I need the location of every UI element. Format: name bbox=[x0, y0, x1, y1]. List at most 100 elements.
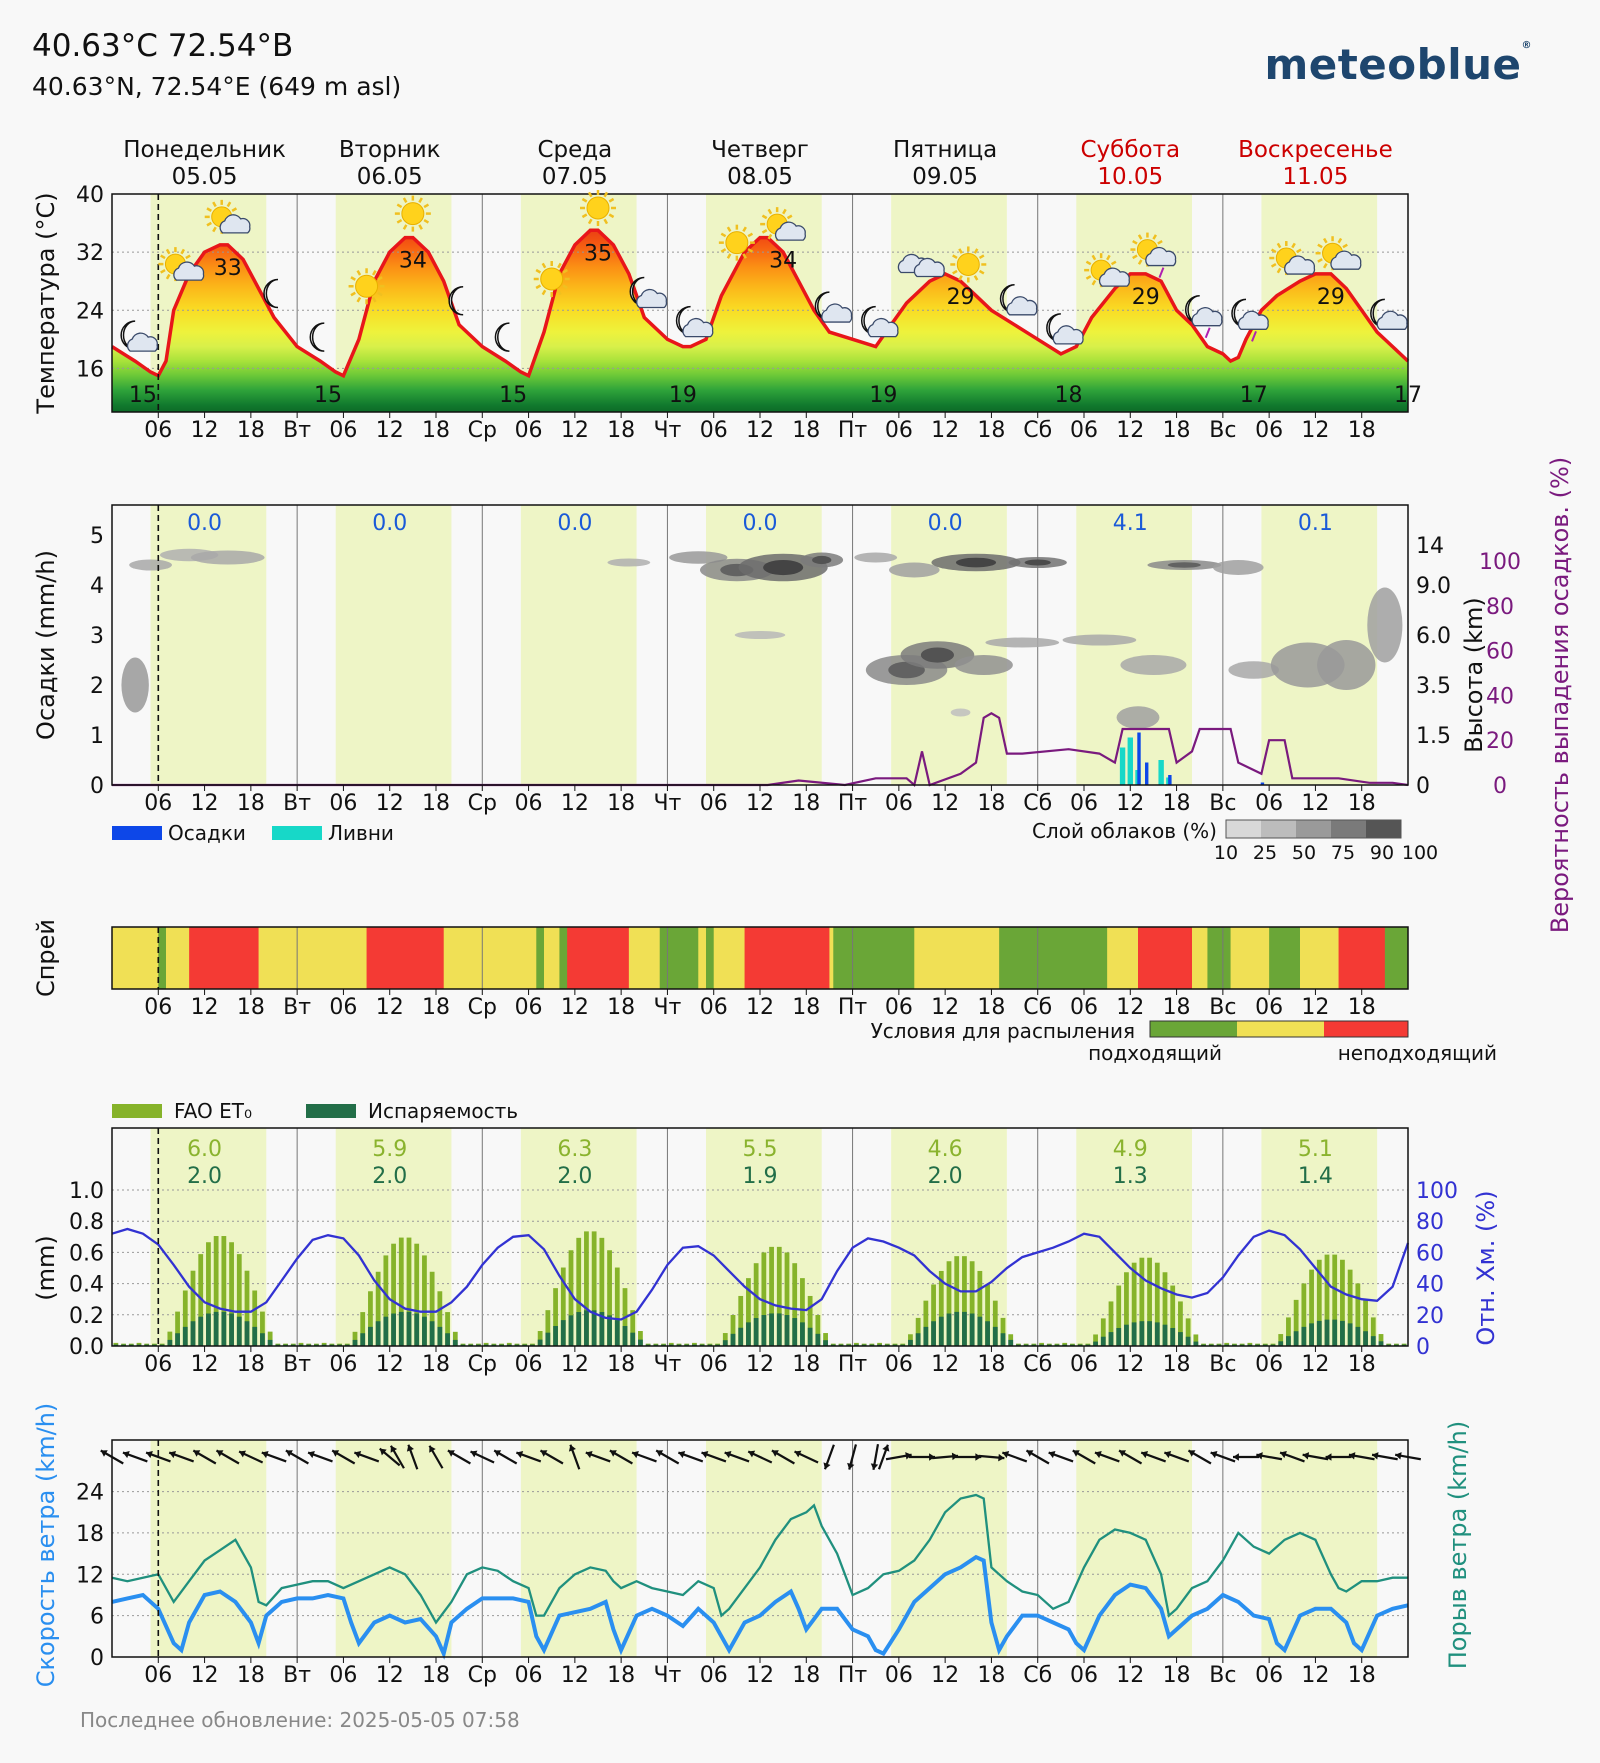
spray-condition-segment bbox=[1107, 927, 1139, 989]
precipitation-bands bbox=[150, 505, 1378, 785]
tick-label-hour: 12 bbox=[931, 1663, 959, 1688]
daily-et0-total: 5.9 bbox=[372, 1137, 407, 1162]
wind-arrow-head bbox=[998, 1453, 1005, 1462]
et0-bar bbox=[1293, 1299, 1299, 1346]
tick-label-hour: 18 bbox=[422, 791, 450, 816]
day-name: Четверг bbox=[711, 137, 809, 163]
x-axis-ticks: 06 12 18 06 12 18 Вт 06 12 18 Ср 06 12 18 Чт 06 12 18 Пт 06… bbox=[144, 412, 1376, 443]
sun-ray bbox=[165, 248, 171, 255]
evaporation-bar bbox=[1355, 1326, 1361, 1346]
evaporation-bar bbox=[969, 1313, 975, 1346]
wind-arrow-head bbox=[794, 1450, 802, 1458]
wind-arrow-head bbox=[239, 1450, 247, 1458]
wind-arrow-head bbox=[771, 1450, 779, 1457]
wind-arrow-head bbox=[1256, 1452, 1263, 1460]
tick-label-hour: 12 bbox=[931, 1352, 959, 1377]
tick-label-hour: 18 bbox=[792, 791, 820, 816]
et0-bar bbox=[136, 1342, 142, 1346]
sun-ray bbox=[160, 269, 166, 274]
temperature-value-label: 33 bbox=[214, 256, 242, 281]
evaporation-bar bbox=[375, 1321, 381, 1346]
cloud-shape bbox=[1284, 255, 1316, 275]
et0-bar bbox=[553, 1288, 558, 1346]
evaporation-bar bbox=[368, 1326, 373, 1346]
meteoblue-logo[interactable]: meteoblue® bbox=[1264, 40, 1532, 89]
tick-label-hour: 18 bbox=[237, 418, 265, 443]
cloud-cover-patch bbox=[1062, 634, 1137, 646]
evaporation-bar bbox=[190, 1321, 196, 1346]
wind-arrow-head bbox=[354, 1451, 362, 1459]
et0-bar bbox=[1039, 1342, 1044, 1346]
sun-ray bbox=[165, 273, 171, 280]
daily-evaporation-total: 2.0 bbox=[928, 1164, 963, 1189]
daily-evaporation-total: 2.0 bbox=[557, 1164, 592, 1189]
tick-label-hour: 18 bbox=[237, 995, 265, 1020]
wind-arrow-head bbox=[1372, 1452, 1379, 1460]
evaporation-bar bbox=[1332, 1319, 1338, 1346]
tick-label-hour: 06 bbox=[700, 418, 728, 443]
precipitation-bar bbox=[1137, 732, 1141, 785]
tick-label-hour: 06 bbox=[1070, 1663, 1098, 1688]
evaporation-bar bbox=[213, 1311, 219, 1346]
spray-condition-segment bbox=[1138, 927, 1193, 989]
sun-ray bbox=[587, 218, 593, 225]
et0-bar bbox=[800, 1278, 805, 1346]
tick-label-day: Сб bbox=[1023, 791, 1052, 816]
tick-label-hour: 06 bbox=[885, 1663, 913, 1688]
evap-y-tick: 0.6 bbox=[69, 1241, 104, 1266]
location-title: 40.63°C 72.54°B bbox=[32, 28, 294, 64]
wind-arrow-head bbox=[1026, 1450, 1034, 1457]
spray-condition-segment bbox=[158, 927, 167, 989]
probability-tick: 60 bbox=[1486, 640, 1514, 665]
tick-label-day: Чт bbox=[653, 1352, 681, 1377]
evaporation-bar bbox=[784, 1314, 790, 1346]
sun-ray bbox=[535, 284, 542, 290]
temperature-value-label: 19 bbox=[869, 383, 897, 408]
evaporation-bar bbox=[1108, 1332, 1114, 1346]
tick-label-hour: 12 bbox=[191, 1663, 219, 1688]
wind-arrow-head bbox=[1348, 1452, 1356, 1460]
wind-arrow-head bbox=[406, 1444, 414, 1452]
cloud-core bbox=[920, 647, 955, 663]
cloud-cover-patch bbox=[607, 558, 651, 567]
tick-label-hour: 06 bbox=[885, 791, 913, 816]
tick-label-hour: 12 bbox=[376, 791, 404, 816]
sun-ray bbox=[557, 289, 562, 296]
spray-condition-segment bbox=[112, 927, 159, 989]
tick-label-hour: 12 bbox=[931, 995, 959, 1020]
spray-condition-segment bbox=[628, 927, 661, 989]
tick-label-hour: 06 bbox=[700, 995, 728, 1020]
sun-icon bbox=[348, 268, 385, 305]
tick-label-day: Чт bbox=[653, 995, 681, 1020]
cloud-cover-patch bbox=[985, 637, 1060, 648]
wind-arrow-head bbox=[1188, 1450, 1196, 1457]
evaporation-bar bbox=[1139, 1321, 1145, 1346]
wind-arrow-head bbox=[656, 1450, 664, 1457]
tick-label-hour: 06 bbox=[885, 995, 913, 1020]
tick-label-day: Сб bbox=[1023, 995, 1052, 1020]
evaporation-bar bbox=[977, 1316, 983, 1346]
et0-bar bbox=[992, 1300, 998, 1346]
cloud-cover-patch bbox=[854, 552, 898, 563]
wind-y-tick: 12 bbox=[76, 1563, 104, 1588]
last-update-text: Последнее обновление: 2025-05-05 07:58 bbox=[80, 1708, 520, 1732]
tick-label-hour: 06 bbox=[700, 791, 728, 816]
location-coordinates: 40.63°N, 72.54°E (649 m asl) bbox=[32, 72, 402, 101]
sun-ray bbox=[1137, 234, 1143, 240]
et0-bar bbox=[761, 1252, 767, 1346]
tick-label-hour: 06 bbox=[144, 1352, 172, 1377]
day-name: Суббота bbox=[1080, 137, 1180, 163]
temperature-value-label: 29 bbox=[947, 285, 975, 310]
et0-bar bbox=[1170, 1285, 1176, 1346]
cloud-shape bbox=[1145, 246, 1177, 267]
moon-rain-icon bbox=[1231, 298, 1269, 342]
evaporation-bar bbox=[545, 1332, 551, 1346]
et0-bar bbox=[1316, 1259, 1322, 1346]
tick-label-hour: 12 bbox=[746, 418, 774, 443]
cloud-legend-swatch bbox=[1296, 820, 1331, 838]
moon-rain-icon bbox=[1185, 294, 1223, 339]
evaporation-bar bbox=[722, 1340, 728, 1346]
wind-arrow-head bbox=[678, 1451, 686, 1459]
et0-bar bbox=[198, 1254, 204, 1346]
